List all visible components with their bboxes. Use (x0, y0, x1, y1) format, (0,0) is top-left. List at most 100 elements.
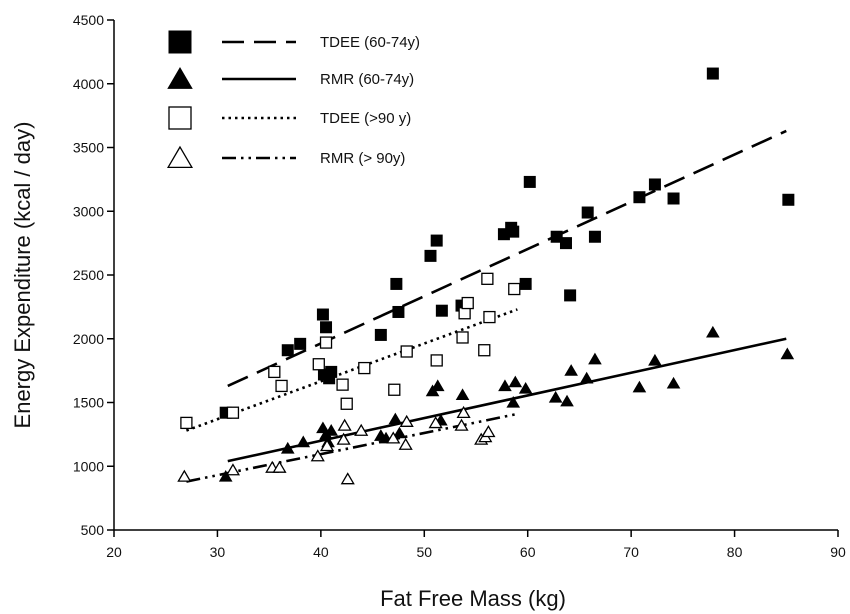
data-point (519, 277, 532, 290)
data-point (180, 416, 193, 430)
data-point (400, 345, 413, 358)
markers (177, 67, 795, 485)
data-point (507, 225, 520, 238)
data-point (648, 353, 662, 366)
x-tick-label: 80 (727, 544, 743, 560)
data-point (428, 416, 443, 429)
data-point (225, 463, 241, 476)
data-point (325, 365, 338, 378)
y-tick-label: 500 (81, 522, 105, 538)
data-point (461, 296, 474, 310)
legend-label: TDEE (60-74y) (320, 34, 420, 51)
data-point (633, 191, 646, 204)
y-ticks: 500 1000 1500 2000 2500 3000 3500 4000 4500 (73, 12, 114, 538)
data-point (275, 379, 288, 393)
data-point (564, 364, 578, 376)
data-point (336, 432, 351, 445)
data-point (506, 396, 521, 408)
data-point (508, 375, 523, 388)
data-point (430, 234, 443, 247)
data-point (316, 308, 329, 321)
data-point (340, 397, 353, 410)
data-point (336, 378, 349, 391)
data-point (320, 321, 333, 334)
y-tick-label: 4500 (73, 12, 104, 28)
y-tick-label: 3000 (73, 203, 104, 219)
legend-marker (168, 106, 192, 130)
data-point (388, 383, 401, 396)
data-point (483, 310, 496, 324)
x-tick-label: 50 (416, 544, 432, 560)
data-point (548, 390, 563, 403)
x-axis-title: Fat Free Mass (kg) (380, 586, 566, 611)
data-point (424, 249, 437, 262)
data-point (272, 460, 287, 473)
data-point (386, 431, 401, 444)
data-point (666, 376, 681, 389)
data-point (319, 439, 335, 452)
y-tick-label: 2000 (73, 331, 104, 347)
x-tick-label: 70 (623, 544, 639, 560)
y-tick-label: 4000 (73, 76, 104, 92)
data-point (294, 337, 307, 350)
data-point (430, 354, 443, 367)
data-point (706, 67, 719, 80)
data-point (310, 449, 325, 462)
data-point (508, 282, 521, 296)
data-point (392, 305, 405, 318)
fit-line (227, 129, 787, 388)
data-point (398, 437, 413, 450)
y-tick-label: 1500 (73, 395, 104, 411)
data-point (588, 352, 602, 365)
data-point (550, 230, 563, 243)
data-point (498, 379, 512, 392)
data-point (354, 423, 369, 436)
legend-label: RMR (60-74y) (320, 71, 414, 88)
data-point (388, 412, 403, 425)
data-point (523, 175, 536, 188)
data-point (648, 178, 661, 191)
data-point (177, 469, 192, 482)
data-point (337, 418, 352, 431)
data-point (564, 289, 577, 302)
fit-line (227, 337, 787, 463)
x-tick-label: 90 (830, 544, 846, 560)
data-point (390, 277, 403, 290)
data-point (667, 192, 680, 205)
legend: TDEE (60-74y) RMR (60-74y) TDEE (>90 y) RMR… (166, 30, 420, 169)
x-ticks: 20 30 40 50 60 70 80 90 (106, 530, 846, 560)
x-tick-label: 20 (106, 544, 122, 560)
data-point (560, 394, 574, 407)
data-point (319, 336, 333, 349)
data-point (281, 344, 294, 357)
x-tick-label: 60 (520, 544, 536, 560)
y-tick-label: 1000 (73, 458, 104, 474)
data-point (280, 441, 295, 454)
legend-marker (166, 145, 194, 169)
data-point (481, 272, 494, 285)
data-point (782, 193, 795, 206)
data-point (780, 347, 795, 360)
data-point (296, 435, 311, 448)
data-point (481, 425, 496, 438)
data-point (340, 472, 355, 485)
data-point (324, 424, 339, 436)
y-tick-label: 2500 (73, 267, 104, 283)
data-point (374, 328, 387, 341)
data-point (559, 237, 572, 250)
data-point (399, 414, 414, 427)
legend-label: RMR (> 90y) (320, 150, 405, 167)
y-tick-label: 3500 (73, 140, 104, 156)
legend-label: TDEE (>90 y) (320, 110, 411, 127)
data-point (458, 307, 471, 320)
x-tick-label: 30 (210, 544, 226, 560)
data-point (435, 304, 448, 317)
axes: 20 30 40 50 60 70 80 90 500 1000 1500 2000 2500 3000… (10, 12, 846, 611)
data-point (226, 406, 240, 419)
legend-marker (167, 67, 193, 89)
data-point (456, 331, 469, 344)
data-point (478, 344, 491, 357)
data-point (358, 361, 371, 375)
data-point (430, 379, 445, 392)
